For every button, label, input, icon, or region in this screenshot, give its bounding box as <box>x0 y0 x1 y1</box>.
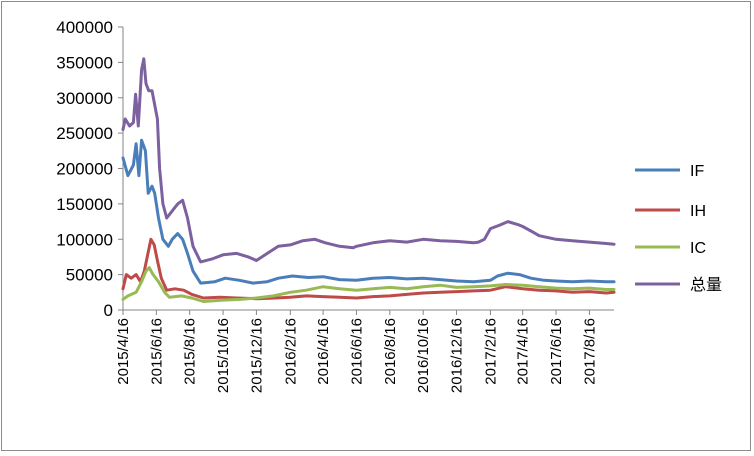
x-tick-label: 2017/4/16 <box>515 318 532 385</box>
x-tick-label: 2015/6/16 <box>148 318 165 385</box>
legend-label-3: 总量 <box>690 276 722 294</box>
y-axis-ticks: 0 50000 100000 150000 200000 250000 300000 3500… <box>56 18 123 320</box>
x-tick-label: 2015/10/16 <box>215 318 232 393</box>
x-tick-label: 2016/8/16 <box>382 318 399 385</box>
x-tick-label: 2016/12/16 <box>449 318 466 393</box>
x-tick-label: 2016/4/16 <box>315 318 332 385</box>
series-line-1 <box>121 237 616 301</box>
x-tick-label: 2017/2/16 <box>482 318 499 385</box>
series-line-3 <box>121 57 616 264</box>
y-tick-label: 400000 <box>56 18 113 37</box>
y-tick-label: 200000 <box>56 160 113 179</box>
x-tick-label: 2015/8/16 <box>182 318 199 385</box>
x-tick-label: 2016/2/16 <box>282 318 299 385</box>
x-tick-label: 2017/8/16 <box>581 318 598 385</box>
x-tick-label: 2016/6/16 <box>348 318 365 385</box>
x-tick-label: 2015/12/16 <box>248 318 265 393</box>
x-tick-label: 2016/10/16 <box>415 318 432 393</box>
y-tick-label: 150000 <box>56 195 113 214</box>
legend: IF IH IC 总量 <box>635 163 722 294</box>
y-tick-label: 250000 <box>56 124 113 143</box>
legend-label-2: IC <box>690 240 706 257</box>
series-line-0 <box>121 138 616 285</box>
y-tick-label: 0 <box>104 301 113 320</box>
y-tick-label: 300000 <box>56 89 113 108</box>
axes <box>122 27 614 311</box>
y-tick-label: 50000 <box>66 266 113 285</box>
x-tick-label: 2017/6/16 <box>548 318 565 385</box>
legend-label-1: IH <box>690 203 706 220</box>
series-layer <box>121 57 616 303</box>
x-tick-label: 2015/4/16 <box>115 318 132 385</box>
x-axis-ticks: 2015/4/16 2015/6/16 2015/8/16 2015/10/16 201… <box>115 310 598 393</box>
y-tick-label: 100000 <box>56 230 113 249</box>
series-line-2 <box>121 266 616 303</box>
y-tick-label: 350000 <box>56 53 113 72</box>
legend-label-0: IF <box>690 163 704 180</box>
